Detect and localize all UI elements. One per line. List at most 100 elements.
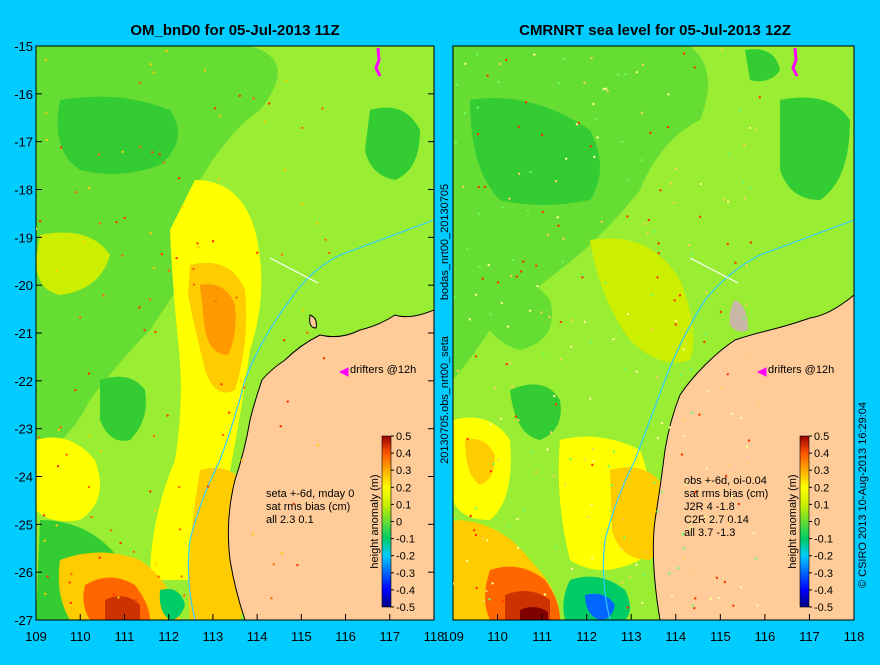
annotation-line: J2R 4 -1.8 xyxy=(684,501,735,513)
observation-dot xyxy=(622,518,625,521)
observation-dot xyxy=(515,275,519,278)
annotation-line: sat rms bias (cm) xyxy=(684,488,768,500)
x-tick-label: 116 xyxy=(755,629,776,644)
left-panel-title: OM_bnD0 for 05-Jul-2013 11Z xyxy=(130,22,339,39)
observation-dot xyxy=(681,532,685,536)
observation-dot xyxy=(548,315,551,318)
observation-dot xyxy=(42,514,46,517)
observation-dot xyxy=(154,330,157,334)
observation-dot xyxy=(698,413,701,416)
middle-top-label: bodas_nrt00_20130705 xyxy=(439,184,451,300)
observation-dot xyxy=(117,596,120,599)
observation-dot xyxy=(286,400,289,403)
observation-dot xyxy=(668,572,671,575)
observation-dot xyxy=(720,386,724,390)
observation-dot xyxy=(749,126,752,130)
observation-dot xyxy=(456,369,460,372)
observation-dot xyxy=(510,385,514,388)
observation-dot xyxy=(36,227,38,230)
observation-dot xyxy=(552,474,556,477)
observation-dot xyxy=(306,331,309,334)
observation-dot xyxy=(699,182,702,186)
x-tick-label: 117 xyxy=(379,629,400,644)
observation-dot xyxy=(675,167,678,170)
observation-dot xyxy=(653,481,656,484)
x-tick-label: 115 xyxy=(291,629,312,644)
observation-dot xyxy=(587,515,590,519)
observation-dot xyxy=(500,301,503,305)
observation-dot xyxy=(715,576,718,579)
observation-dot xyxy=(745,356,748,359)
observation-dot xyxy=(214,300,218,303)
observation-dot xyxy=(730,494,734,498)
observation-dot xyxy=(57,428,60,432)
observation-dot xyxy=(745,264,748,267)
observation-dot xyxy=(643,222,647,225)
observation-dot xyxy=(477,212,481,215)
observation-dot xyxy=(562,57,566,60)
observation-dot xyxy=(689,329,692,332)
observation-dot xyxy=(514,415,518,418)
observation-dot xyxy=(628,576,631,579)
observation-dot xyxy=(593,155,596,159)
y-tick-label: -27 xyxy=(14,613,33,628)
observation-dot xyxy=(240,459,244,462)
observation-dot xyxy=(324,238,327,241)
observation-dot xyxy=(758,96,761,99)
observation-dot xyxy=(497,81,500,84)
colorbar-gradient xyxy=(381,435,392,608)
observation-dot xyxy=(582,273,585,276)
right-heatmap xyxy=(453,46,854,620)
y-tick-label: -22 xyxy=(14,374,33,389)
observation-dot xyxy=(642,573,645,577)
observation-dot xyxy=(197,245,200,249)
colorbar-tick-label: -0.1 xyxy=(396,534,415,546)
colorbar-tick-label: 0.5 xyxy=(396,431,411,443)
x-tick-label: 114 xyxy=(247,629,268,644)
observation-dot xyxy=(44,59,47,62)
observation-dot xyxy=(483,599,486,603)
observation-dot xyxy=(570,567,573,570)
observation-dot xyxy=(283,168,286,172)
y-tick-label: -15 xyxy=(14,39,33,54)
observation-dot xyxy=(607,465,610,468)
observation-dot xyxy=(705,467,709,470)
observation-dot xyxy=(678,294,682,297)
observation-dot xyxy=(119,541,122,545)
observation-dot xyxy=(624,73,627,76)
copyright-label: © CSIRO 2013 10-Aug-2013 16:29:04 xyxy=(857,402,869,588)
observation-dot xyxy=(690,368,693,371)
observation-dot xyxy=(709,597,712,600)
observation-dot xyxy=(214,507,217,511)
observation-dot xyxy=(547,233,550,236)
observation-dot xyxy=(157,575,160,578)
observation-dot xyxy=(591,448,595,451)
colorbar-gradient xyxy=(799,435,810,608)
observation-dot xyxy=(536,284,539,288)
x-tick-label: 111 xyxy=(532,629,552,644)
observation-dot xyxy=(519,270,523,273)
observation-dot xyxy=(65,453,68,456)
left-x-axis: 109 110 111 112 113 114 115 116 117 118 xyxy=(25,614,444,644)
observation-dot xyxy=(589,340,593,344)
y-tick-label: -23 xyxy=(14,422,33,437)
observation-dot xyxy=(151,151,154,154)
observation-dot xyxy=(518,172,521,175)
observation-dot xyxy=(162,161,165,164)
observation-dot xyxy=(453,582,455,585)
observation-dot xyxy=(557,224,560,227)
observation-dot xyxy=(68,581,71,584)
observation-dot xyxy=(683,418,686,421)
colorbar-tick-label: -0.3 xyxy=(814,568,833,580)
observation-dot xyxy=(591,463,594,467)
observation-dot xyxy=(602,87,605,91)
observation-dot xyxy=(569,457,572,461)
observation-dot xyxy=(70,572,73,576)
observation-dot xyxy=(649,131,652,135)
observation-dot xyxy=(534,470,538,474)
observation-dot xyxy=(175,256,178,260)
observation-dot xyxy=(565,157,568,160)
observation-dot xyxy=(641,63,645,66)
